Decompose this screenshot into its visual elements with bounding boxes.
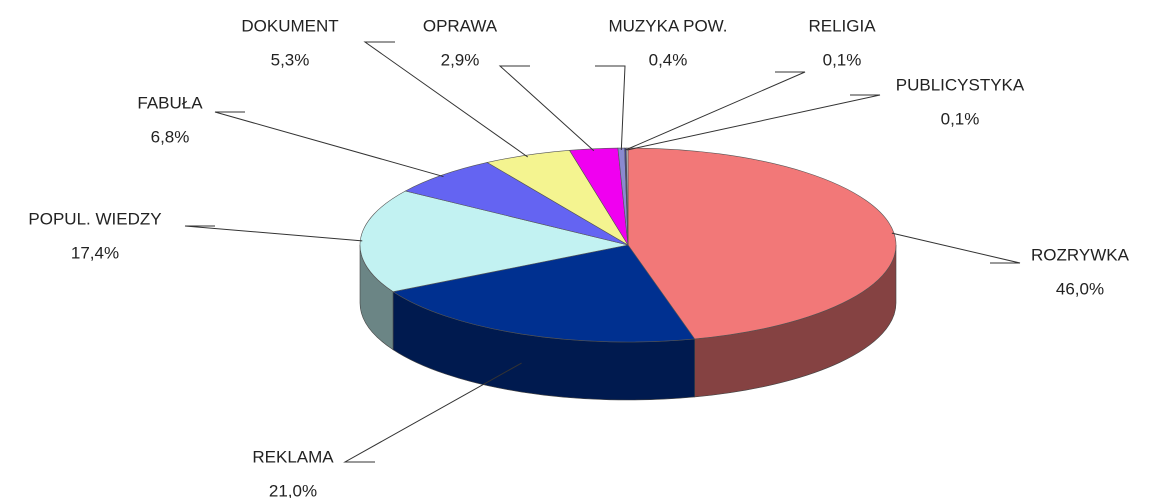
- pie-slice: [404, 162, 629, 246]
- value-label: 0,1%: [941, 109, 980, 128]
- category-label: FABUŁA: [137, 93, 203, 112]
- leader-line: [363, 41, 529, 158]
- value-label: 6,8%: [151, 127, 190, 146]
- value-label: 0,1%: [823, 50, 862, 69]
- labels: ROZRYWKA 46,0% REKLAMA 21,0% POPUL. WIEDZY 17…: [28, 16, 1129, 498]
- category-label: ROZRYWKA: [1031, 245, 1130, 264]
- pie-slice: [392, 244, 696, 343]
- value-label: 17,4%: [71, 243, 119, 262]
- pie-slice: [626, 147, 629, 246]
- value-label: 46,0%: [1056, 279, 1104, 298]
- value-label: 2,9%: [441, 50, 480, 69]
- leader-line: [214, 111, 444, 178]
- leader-line: [891, 232, 1021, 264]
- value-label: 5,3%: [271, 50, 310, 69]
- leader-line: [595, 65, 626, 151]
- leader-line: [627, 94, 881, 151]
- value-label: 0,4%: [649, 50, 688, 69]
- category-label: PUBLICYSTYKA: [896, 75, 1025, 94]
- category-label: DOKUMENT: [241, 16, 338, 35]
- category-label: POPUL. WIEDZY: [28, 209, 161, 228]
- pie-slice: [627, 147, 897, 340]
- category-label: MUZYKA POW.: [608, 16, 727, 35]
- category-label: REKLAMA: [252, 447, 334, 466]
- leader-line: [343, 362, 522, 463]
- leader-line: [498, 65, 595, 152]
- category-label: OPRAWA: [423, 16, 498, 35]
- pie-tops: [359, 147, 897, 343]
- leader-line: [184, 225, 363, 242]
- category-label: RELIGIA: [808, 16, 876, 35]
- leader-line: [625, 71, 806, 151]
- value-label: 21,0%: [269, 481, 317, 498]
